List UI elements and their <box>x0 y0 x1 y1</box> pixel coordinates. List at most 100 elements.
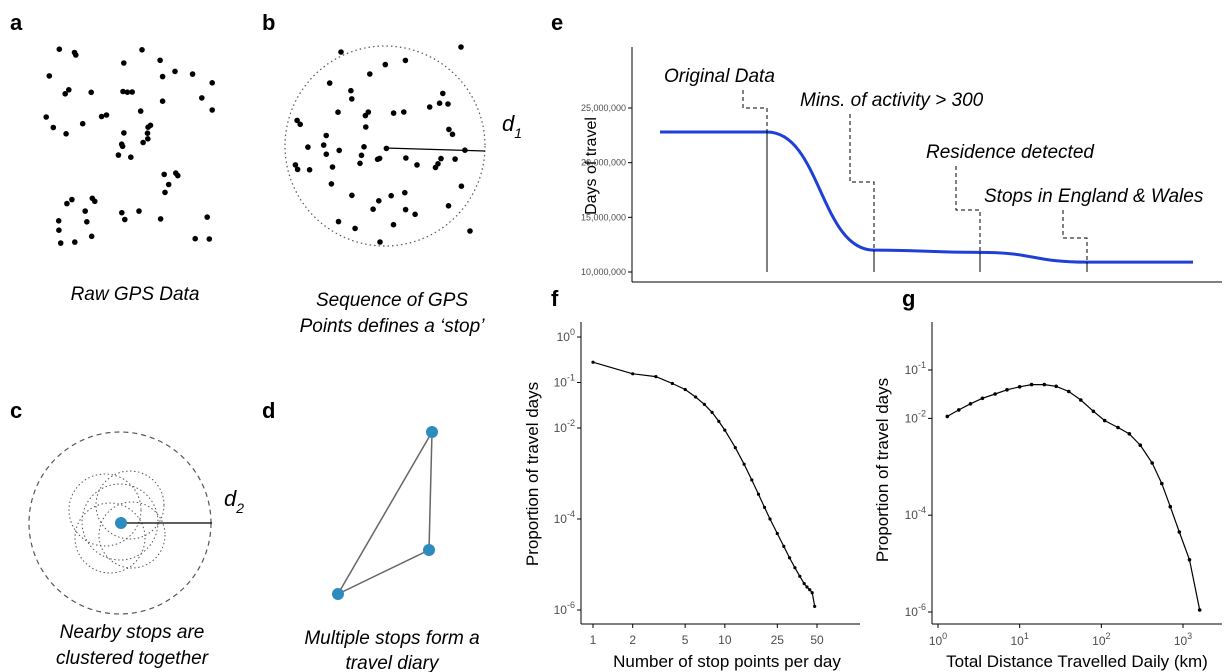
f-data-point <box>702 402 707 406</box>
g-data-point <box>1102 418 1107 423</box>
gps-point <box>69 196 75 203</box>
g-y-tick-label: 10-1 <box>905 360 926 377</box>
g-x-tick-label: 101 <box>1010 631 1028 648</box>
gps-point <box>82 208 88 214</box>
e-step-markers: Original Data Mins. of activity > 300 Resi… <box>664 66 1204 272</box>
gps-point <box>335 218 342 225</box>
f-y-axis-title: Proportion of travel days <box>523 382 542 566</box>
gps-point <box>119 209 125 216</box>
gps-point <box>388 192 395 199</box>
panel-label-a: a <box>10 10 23 35</box>
gps-point <box>323 151 330 157</box>
g-data-point <box>1116 425 1120 430</box>
filtering-steps-chart: Days of travel 10,000,000 15,000,000 20,00… <box>581 47 1222 283</box>
f-y-tick-label: 10-2 <box>554 418 575 435</box>
e-y-tick-label: 10,000,000 <box>581 267 626 277</box>
g-data-point <box>1150 461 1154 465</box>
gps-point <box>209 80 215 86</box>
f-data-point <box>742 462 746 466</box>
g-data-point <box>980 396 985 401</box>
step-label: Mins. of activity > 300 <box>800 90 984 111</box>
gps-point <box>320 142 327 148</box>
g-series-points <box>945 382 1202 612</box>
stop-circle <box>68 473 142 547</box>
e-y-tick-label: 25,000,000 <box>581 103 626 113</box>
g-data-point <box>1177 530 1182 534</box>
gps-point <box>72 239 78 245</box>
gps-point <box>348 87 354 94</box>
g-y-tick-label: 10-6 <box>905 602 926 619</box>
gps-point <box>306 167 313 173</box>
f-x-axis-title: Number of stop points per day <box>613 652 841 671</box>
gps-point <box>103 112 110 118</box>
gps-point <box>55 218 62 224</box>
f-data-point <box>683 387 687 392</box>
g-data-point <box>945 414 950 419</box>
gps-point <box>122 216 128 223</box>
g-x-axis-title: Total Distance Travelled Daily (km) <box>946 652 1208 671</box>
g-data-point <box>1168 504 1173 509</box>
gps-point <box>162 189 168 196</box>
caption-b-line1: Sequence of GPS <box>316 290 468 311</box>
gps-point <box>173 170 179 176</box>
panel-label-e: e <box>551 10 563 35</box>
gps-point <box>445 203 452 209</box>
f-y-tick-label: 100 <box>557 327 575 344</box>
gps-point <box>376 198 382 204</box>
f-data-point <box>723 428 727 432</box>
gps-point <box>402 189 408 196</box>
gps-point <box>357 160 363 167</box>
gps-point <box>294 166 301 173</box>
gps-point <box>62 91 68 97</box>
travel-diary-triangle <box>336 431 433 596</box>
f-data-point <box>717 419 721 423</box>
g-data-point <box>1091 409 1096 414</box>
panel-label-c: c <box>10 398 22 423</box>
gps-point <box>467 228 473 234</box>
g-data-point <box>1138 443 1143 448</box>
gps-point <box>66 87 72 93</box>
f-data-point <box>756 492 761 496</box>
f-data-point <box>810 591 814 595</box>
stop-gps-points <box>292 44 473 245</box>
gps-point <box>305 144 311 150</box>
g-axis-ticks: 100 101 102 103 10-1 10-2 10-4 10-6 <box>905 360 1193 648</box>
f-data-point <box>768 517 772 521</box>
gps-point <box>79 120 86 127</box>
diary-stop-3 <box>332 588 344 600</box>
e-y-tick-label: 15,000,000 <box>581 212 626 222</box>
gps-point <box>115 152 122 158</box>
g-y-tick-label: 10-2 <box>905 408 926 425</box>
f-x-tick-label: 5 <box>682 633 689 647</box>
gps-point <box>161 171 167 178</box>
f-x-tick-label: 1 <box>590 633 597 647</box>
gps-point <box>445 101 451 107</box>
panel-label-f: f <box>551 286 559 311</box>
gps-point <box>352 225 358 232</box>
gps-point <box>294 117 300 124</box>
g-series-line <box>947 384 1201 611</box>
gps-point <box>292 162 299 168</box>
step-leader-line <box>955 166 981 253</box>
f-x-tick-label: 2 <box>629 633 636 647</box>
gps-point <box>336 147 343 154</box>
f-x-tick-label: 10 <box>718 633 732 647</box>
gps-point <box>436 100 443 106</box>
radius-d1-label: d1 <box>502 111 522 141</box>
gps-point <box>144 130 151 136</box>
gps-point <box>361 144 367 150</box>
f-data-point <box>808 588 812 592</box>
g-data-point <box>1029 382 1034 387</box>
g-data-point <box>1160 481 1164 486</box>
g-data-point <box>1197 608 1202 612</box>
e-y-tick-label: 20,000,000 <box>581 158 626 168</box>
g-data-point <box>1187 558 1192 562</box>
gps-point <box>412 211 418 218</box>
f-data-point <box>762 505 767 509</box>
f-data-point <box>802 582 806 586</box>
gps-point <box>374 156 381 163</box>
caption-a: Raw GPS Data <box>71 284 200 305</box>
gps-point <box>363 124 369 130</box>
